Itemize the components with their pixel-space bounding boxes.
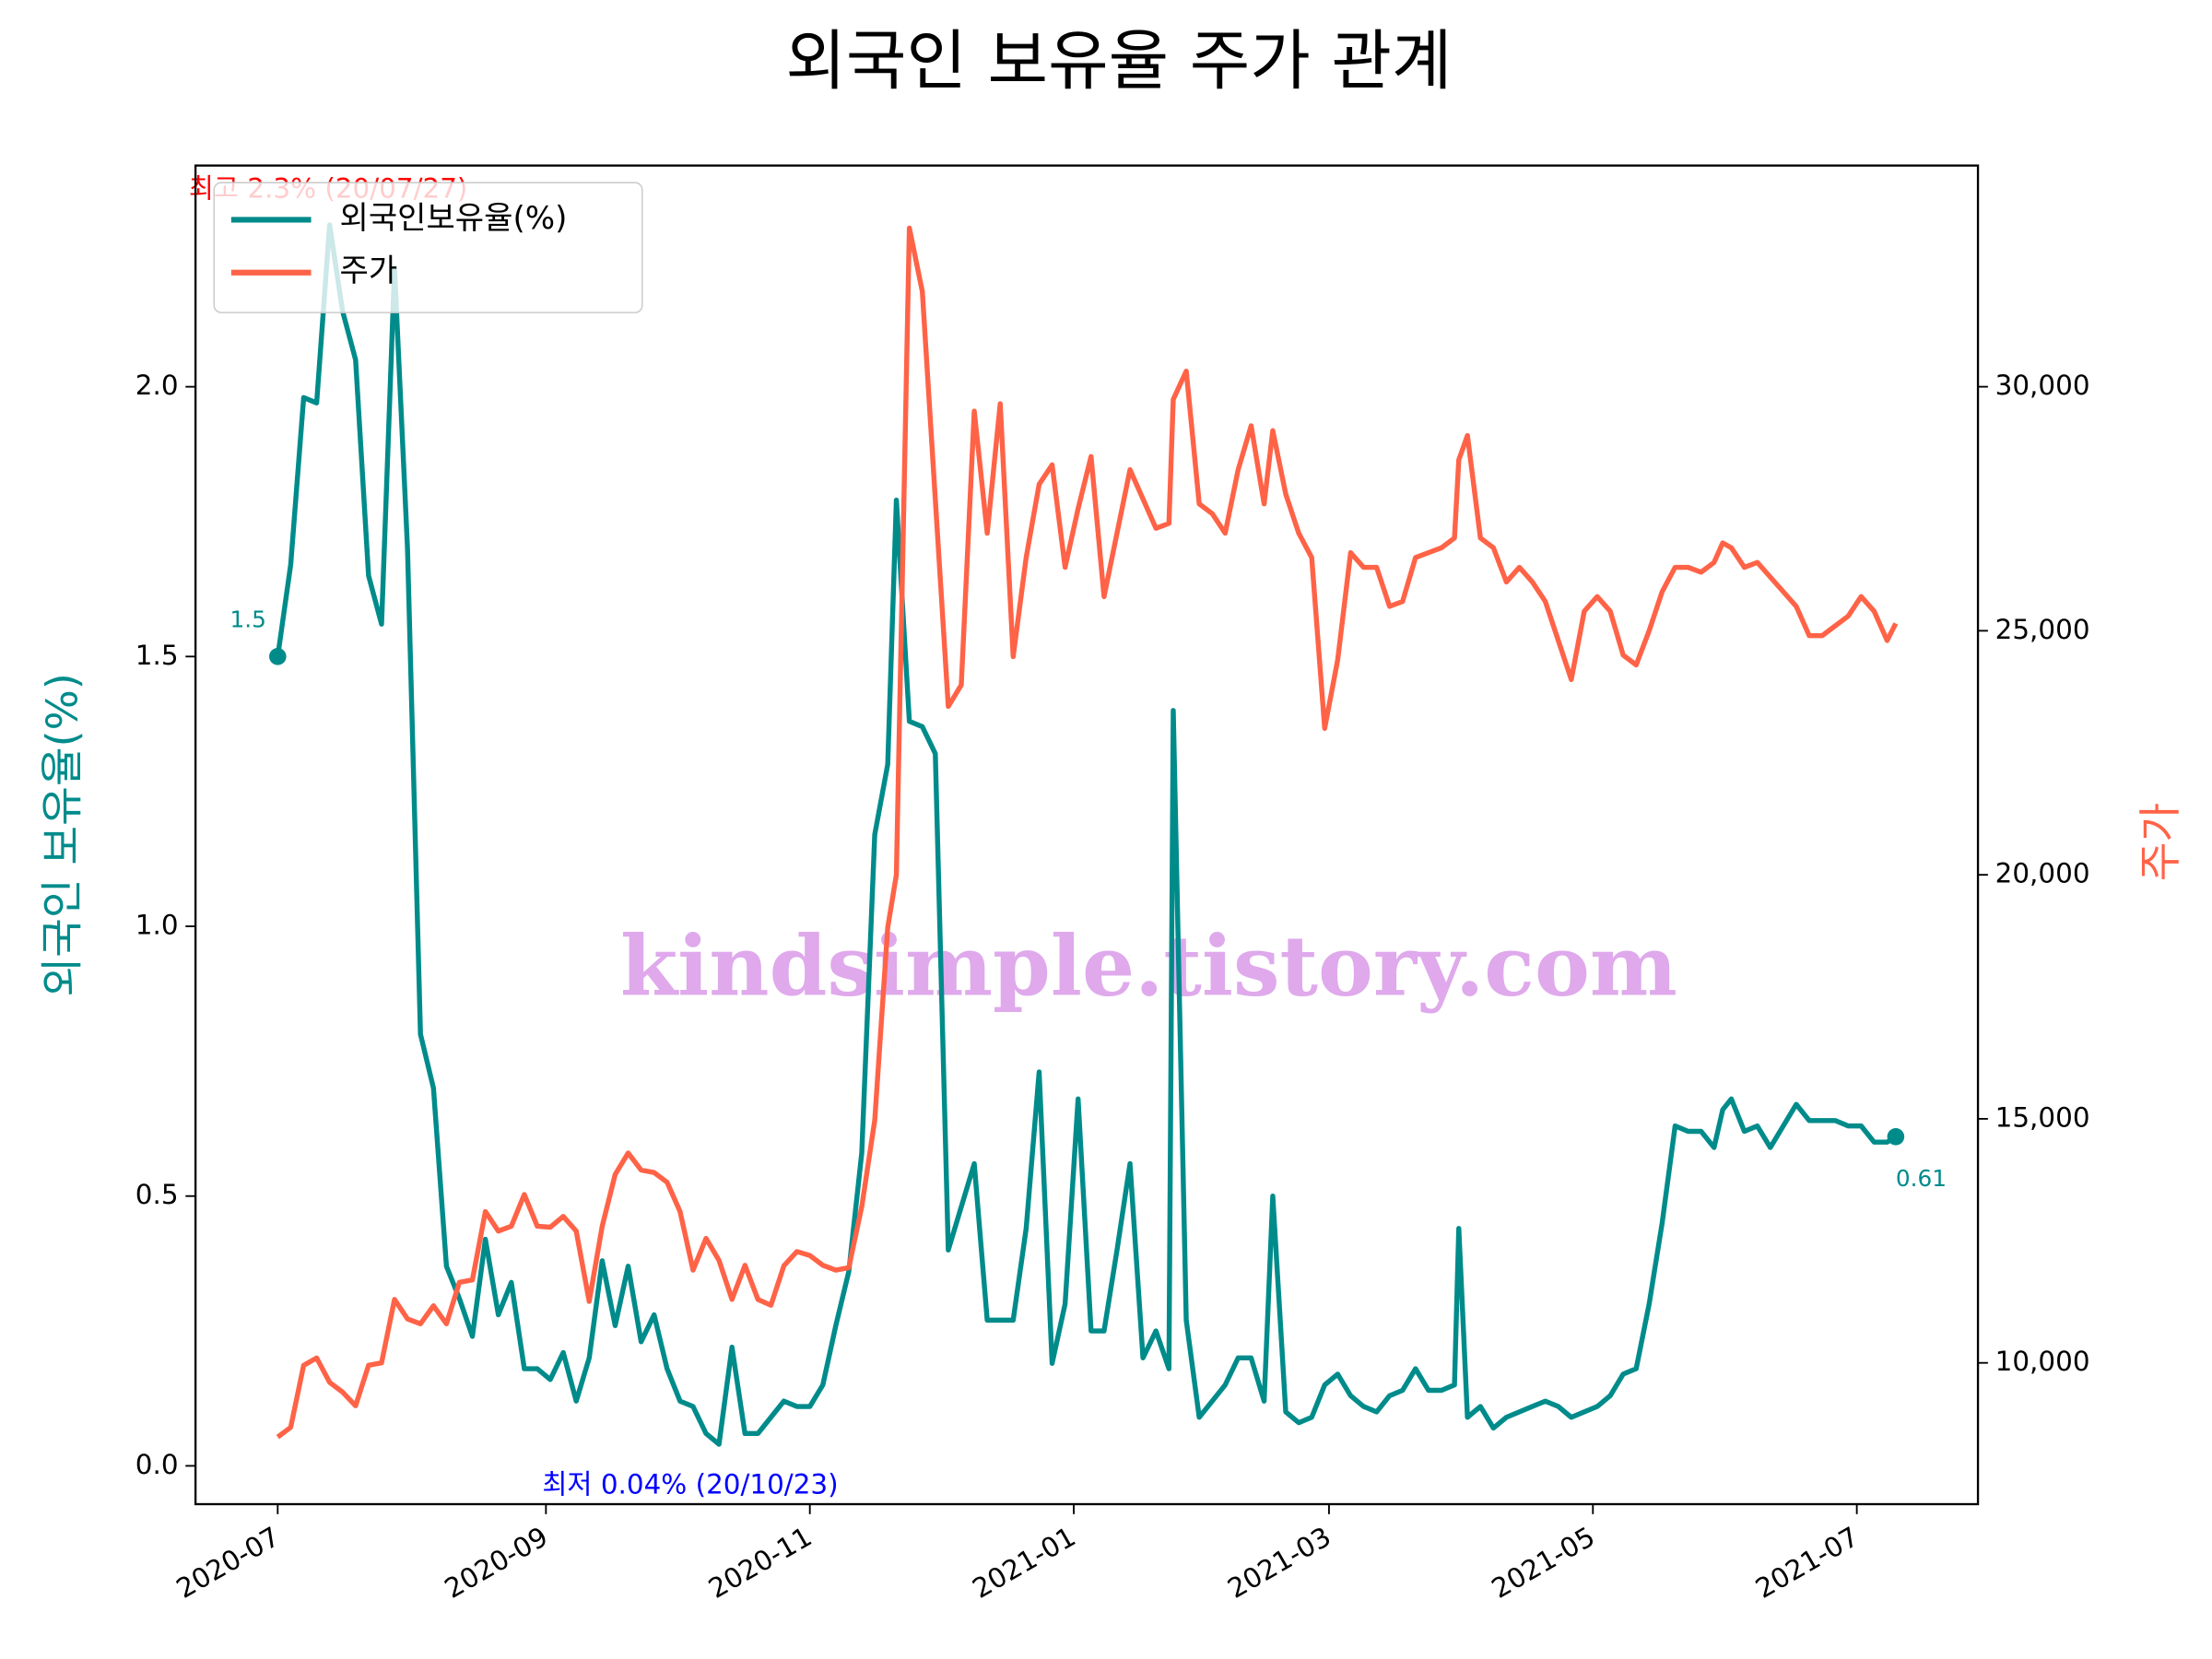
- watermark: kindsimple.tistory.com: [620, 919, 1677, 1016]
- y-axis-title: 외국인 보유율(%): [38, 673, 88, 996]
- y-tick-label: 1.5: [135, 640, 179, 671]
- y-tick-label: 0.5: [135, 1179, 179, 1210]
- end-point: [1887, 1128, 1905, 1146]
- chart-title: 외국인 보유율 주가 관계: [785, 23, 1452, 100]
- annotation: 최저 0.04% (20/10/23): [542, 1468, 838, 1500]
- y2-axis-title: 주가: [2136, 803, 2185, 881]
- y-tick-label: 0.0: [135, 1449, 179, 1480]
- y2-tick-label: 30,000: [1995, 370, 2090, 401]
- data-line: [276, 225, 1899, 1440]
- legend-box: [213, 182, 643, 313]
- legend-label: 외국인보유율(%): [340, 200, 568, 237]
- y2-tick-label: 15,000: [1995, 1101, 2090, 1133]
- y2-tick-label: 10,000: [1995, 1346, 2090, 1377]
- point-label: 1.5: [230, 606, 266, 633]
- plot-frame: [194, 164, 1980, 1506]
- y2-tick-label: 20,000: [1995, 858, 2090, 889]
- y-tick-label: 2.0: [135, 370, 179, 401]
- data-line: [275, 222, 1898, 1447]
- legend-label: 주가: [340, 253, 398, 289]
- y-tick-label: 1.0: [135, 910, 179, 941]
- y2-tick-label: 25,000: [1995, 614, 2090, 645]
- point-label: 0.61: [1896, 1165, 1947, 1192]
- end-point: [269, 648, 287, 665]
